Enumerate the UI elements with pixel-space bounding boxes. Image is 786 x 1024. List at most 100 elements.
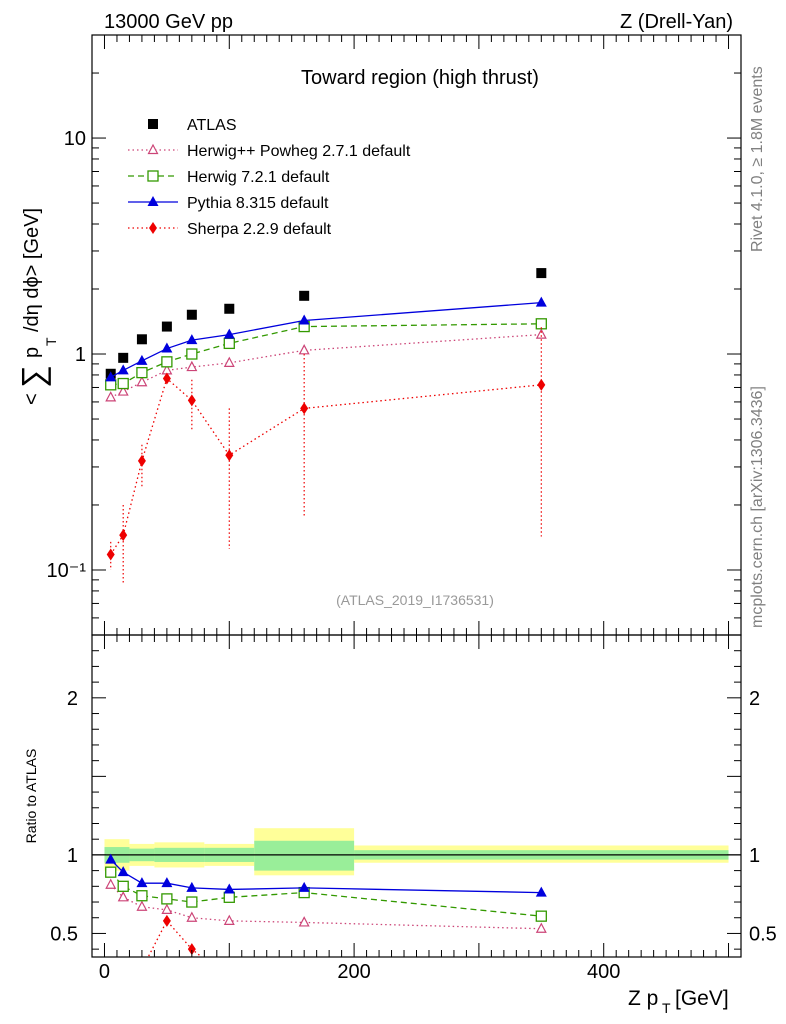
point-atlas [186,309,197,320]
point-herwigpp [105,391,117,402]
ylabel-rest: /dη dϕ> [GeV] [21,208,43,332]
ratio-point-sherpa [119,982,127,994]
ratio-point-herwig7 [136,890,148,902]
legend-label-herwigpp: Herwig++ Powheg 2.7.1 default [187,143,411,160]
ratio-point-sherpa [162,914,171,927]
x-axis-label: Z p T [GeV] [628,987,729,1016]
ratio-point-pythia [535,886,547,897]
legend: ATLAS Herwig++ Powheg 2.7.1 default Herw… [128,117,411,238]
main-ytick-label: 10⁻¹ [47,560,87,582]
ratio-point-pythia [117,866,129,877]
point-pythia [535,296,547,307]
point-herwig7 [136,366,148,379]
ratio-band-inner [254,840,355,871]
ylabel-subscript: T [43,337,59,346]
point-herwig7 [186,348,198,360]
series-pythia [105,296,547,382]
ratio-point-herwig7 [117,880,129,892]
point-herwigpp [298,344,310,355]
ratio-point-sherpa [187,943,196,956]
point-atlas [299,290,310,301]
line-sherpa [110,377,542,555]
legend-marker-atlas [148,119,158,129]
ratio-point-sherpa [107,983,115,995]
point-herwigpp [186,360,198,372]
ratio-data-layer [92,828,741,995]
ratio-ytick-label: 0.5 [50,923,78,945]
ratio-point-herwigpp [535,922,547,933]
ratio-ytick-label-right: 2 [749,688,760,710]
point-pythia [105,371,117,382]
point-pythia [298,314,310,325]
xlabel-unit: [GeV] [675,987,729,1010]
ratio-point-pythia [136,877,148,888]
point-atlas [118,352,129,363]
ratio-point-pythia [161,877,173,888]
ylabel-open: < [21,393,43,405]
ratio-point-pythia [105,853,117,864]
point-herwigpp [136,375,148,387]
ratio-point-herwig7 [535,910,547,922]
ylabel-p: p [21,347,43,358]
legend-marker-herwigpp [147,143,159,155]
point-herwig7 [223,337,235,350]
ratio-point-pythia [223,883,235,894]
ratio-point-sherpa [537,959,545,971]
line-pythia [110,301,542,378]
ratio-point-pythia [186,881,198,892]
legend-label-herwig7: Herwig 7.2.1 default [187,169,330,186]
ratio-point-pythia [298,881,310,892]
ratio-series-herwigpp [105,878,547,933]
xlabel-subscript: T [662,1000,671,1016]
main-plot-panel: 10⁻¹ 1 10 Toward region (high thrust) (ATL… [15,34,742,636]
point-pythia [223,328,235,339]
ratio-point-herwigpp [186,911,198,922]
ratio-frame [91,634,742,958]
ratio-ytick-label: 2 [67,688,78,710]
ratio-ytick-label-right: 1 [749,845,760,867]
main-data-layer [105,268,547,584]
xtick-label: 400 [587,961,620,983]
ratio-ytick-label: 1 [67,845,78,867]
legend-markers [128,119,178,234]
ratio-point-sherpa [225,973,233,985]
point-sherpa [106,548,115,561]
point-sherpa [300,402,309,415]
point-pythia [136,354,148,365]
ratio-point-herwigpp [298,916,310,927]
header-right: Z (Drell-Yan) [620,11,733,33]
xtick-label: 200 [337,961,370,983]
point-pythia [161,342,173,353]
ratio-point-herwig7 [161,893,173,905]
point-atlas [536,268,547,279]
point-herwigpp [223,356,235,367]
plot-title: Toward region (high thrust) [301,67,539,89]
point-herwig7 [161,356,173,368]
main-ylabel: < ∑ p T /dη dϕ> [GeV] [15,208,59,405]
xtick-label: 0 [99,961,110,983]
ratio-line-herwig7 [110,871,542,917]
legend-marker-sherpa [149,222,157,234]
point-sherpa [162,372,171,385]
xlabel-main: Z p [628,987,658,1010]
series-sherpa [106,327,546,584]
ratio-point-herwigpp [136,900,148,911]
ratio-point-herwig7 [223,891,235,903]
ratio-point-herwigpp [105,878,117,889]
point-herwig7 [117,377,129,390]
ratio-point-herwig7 [186,896,198,908]
point-sherpa [187,394,196,407]
ratio-plot-panel: 0.5 0.5 1 1 2 2 0 200 400 Ratio to ATLAS Z p T [… [23,634,777,1016]
point-sherpa [137,454,146,467]
ylabel-sum: ∑ [15,365,51,388]
analysis-id: (ATLAS_2019_I1736531) [336,592,494,608]
point-sherpa [119,529,128,542]
ratio-ylabel: Ratio to ATLAS [23,749,39,844]
ratio-line-herwigpp [110,884,542,930]
point-atlas [224,303,235,314]
ratio-point-herwigpp [117,891,129,902]
point-sherpa [225,449,234,462]
ratio-series-herwig7 [105,866,547,922]
ratio-point-herwigpp [223,914,235,925]
